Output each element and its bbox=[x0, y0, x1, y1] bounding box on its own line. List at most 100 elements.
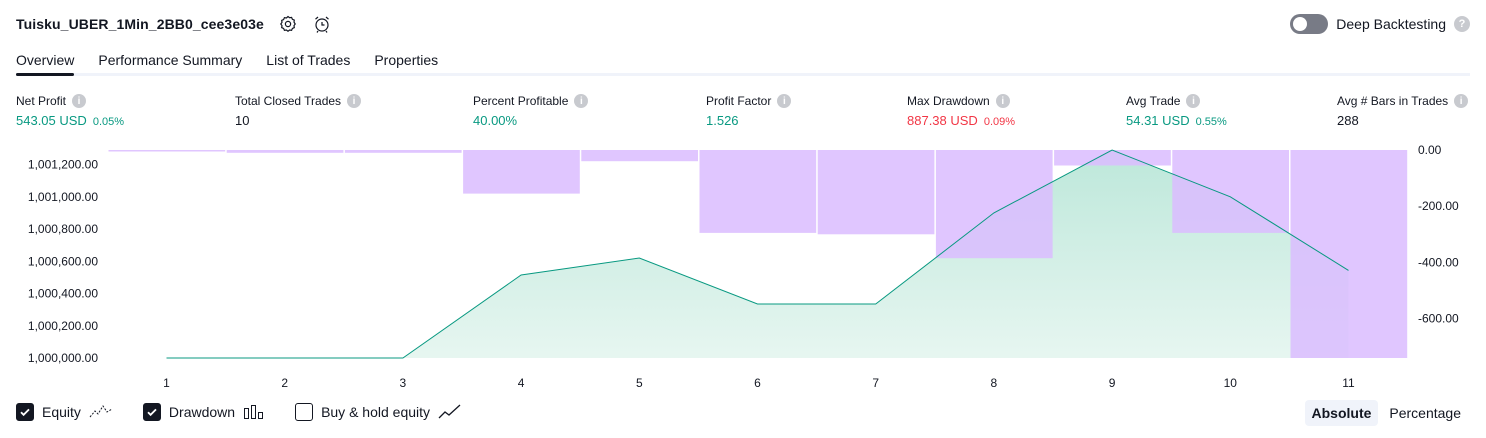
drawdown-bar bbox=[1172, 150, 1289, 233]
drawdown-bar bbox=[935, 150, 1053, 259]
drawdown-checkbox[interactable] bbox=[142, 403, 161, 421]
legend-drawdown-label: Drawdown bbox=[168, 404, 236, 420]
metric-value: 887.38 USD bbox=[907, 113, 978, 128]
metric-avg-bars: Avg # Bars in Trades i 288 bbox=[1337, 93, 1469, 131]
metric-value: 543.05 USD bbox=[16, 113, 87, 128]
bar-chart-icon bbox=[244, 405, 264, 419]
drawdown-bar bbox=[463, 150, 580, 194]
metric-label: Profit Factor bbox=[706, 94, 772, 108]
metric-percent-profitable: Percent Profitable i 40.00% bbox=[473, 93, 589, 131]
right-axis-tick: 0.00 bbox=[1418, 143, 1442, 157]
metric-max-drawdown: Max Drawdown i 887.38 USD 0.09% bbox=[907, 93, 1015, 131]
drawdown-bar bbox=[581, 150, 698, 162]
metric-percent: 0.55% bbox=[1195, 116, 1227, 128]
info-icon[interactable]: i bbox=[72, 94, 87, 108]
info-icon[interactable]: i bbox=[995, 94, 1010, 108]
metric-label: Percent Profitable bbox=[473, 94, 569, 108]
legend-buy-hold[interactable]: Buy & hold equity bbox=[295, 403, 462, 421]
tab-overview[interactable]: Overview bbox=[16, 44, 75, 76]
x-axis-tick: 9 bbox=[1109, 376, 1116, 390]
tab-list-of-trades[interactable]: List of Trades bbox=[266, 51, 351, 68]
drawdown-bar bbox=[1054, 150, 1171, 166]
metric-label: Total Closed Trades bbox=[235, 94, 342, 108]
metric-percent: 0.09% bbox=[983, 116, 1016, 128]
metric-value: 54.31 USD bbox=[1126, 113, 1190, 128]
drawdown-bar bbox=[817, 150, 935, 235]
metric-value: 10 bbox=[235, 113, 250, 128]
info-icon[interactable]: i bbox=[347, 94, 362, 108]
x-axis-tick: 1 bbox=[163, 376, 170, 390]
legend-equity[interactable]: Equity bbox=[16, 403, 113, 421]
tab-properties[interactable]: Properties bbox=[374, 51, 439, 68]
x-axis-tick: 7 bbox=[872, 376, 879, 390]
metric-value: 1.526 bbox=[706, 113, 739, 128]
metric-total-closed-trades: Total Closed Trades i 10 bbox=[235, 93, 362, 131]
right-axis-tick: -400.00 bbox=[1418, 255, 1459, 269]
metric-avg-trade: Avg Trade i 54.31 USD 0.55% bbox=[1126, 93, 1227, 131]
info-icon[interactable]: i bbox=[1454, 94, 1469, 108]
metric-value: 288 bbox=[1337, 113, 1359, 128]
left-axis-tick: 1,000,800.00 bbox=[28, 222, 98, 236]
drawdown-bar bbox=[226, 150, 344, 153]
metric-label: Avg # Bars in Trades bbox=[1337, 94, 1449, 108]
info-icon[interactable]: i bbox=[574, 94, 589, 108]
metric-label: Net Profit bbox=[16, 94, 67, 108]
x-axis-tick: 6 bbox=[754, 376, 761, 390]
left-axis-tick: 1,000,600.00 bbox=[28, 254, 98, 268]
help-icon[interactable]: ? bbox=[1454, 16, 1470, 32]
x-axis: 1 2 3 4 5 6 7 8 9 10 11 bbox=[163, 376, 1355, 390]
x-axis-tick: 5 bbox=[636, 376, 643, 390]
deep-backtesting-label: Deep Backtesting bbox=[1336, 16, 1446, 32]
strategy-header: Tuisku_UBER_1Min_2BB0_cee3e03e bbox=[16, 10, 332, 38]
drawdown-bar bbox=[699, 150, 817, 233]
left-axis-tick: 1,001,200.00 bbox=[28, 158, 98, 172]
equity-line-group bbox=[166, 149, 1349, 359]
equity-checkbox[interactable] bbox=[16, 403, 34, 421]
equity-line bbox=[166, 149, 1349, 359]
absolute-button[interactable]: Absolute bbox=[1304, 400, 1379, 426]
drawdown-bars-group bbox=[108, 150, 1408, 358]
metric-net-profit: Net Profit i 543.05 USD 0.05% bbox=[16, 93, 124, 131]
chart-legend: Equity Drawdown Buy & hold equity bbox=[16, 403, 462, 421]
buy-hold-checkbox[interactable] bbox=[295, 403, 314, 421]
x-axis-tick: 11 bbox=[1342, 376, 1355, 390]
drawdown-bar bbox=[344, 150, 462, 153]
left-axis-tick: 1,000,000.00 bbox=[28, 351, 98, 365]
x-axis-tick: 4 bbox=[518, 376, 525, 390]
legend-drawdown[interactable]: Drawdown bbox=[142, 403, 265, 421]
drawdown-bar bbox=[108, 150, 226, 152]
metric-label: Max Drawdown bbox=[907, 94, 990, 108]
equity-area bbox=[166, 150, 1349, 358]
x-axis-tick: 8 bbox=[991, 376, 998, 390]
equity-area-group bbox=[166, 150, 1349, 358]
percentage-button[interactable]: Percentage bbox=[1389, 405, 1461, 421]
metric-percent: 0.05% bbox=[92, 116, 125, 128]
left-axis: 1,001,200.00 1,001,000.00 1,000,800.00 1,00… bbox=[28, 158, 98, 366]
deep-backtesting-toggle[interactable] bbox=[1290, 14, 1329, 34]
right-axis-tick: -200.00 bbox=[1418, 199, 1459, 213]
deep-backtesting: Deep Backtesting ? bbox=[1290, 12, 1470, 36]
gear-icon[interactable] bbox=[278, 14, 298, 34]
equity-line-icon bbox=[89, 405, 113, 418]
drawdown-bar bbox=[1290, 150, 1408, 358]
alarm-clock-plus-icon[interactable] bbox=[312, 14, 332, 34]
info-icon[interactable]: i bbox=[777, 94, 792, 108]
x-axis-tick: 10 bbox=[1224, 376, 1238, 390]
right-axis: 0.00 -200.00 -400.00 -600.00 bbox=[1418, 143, 1459, 326]
metric-value: 40.00% bbox=[473, 113, 518, 128]
legend-equity-label: Equity bbox=[42, 404, 81, 420]
strategy-title: Tuisku_UBER_1Min_2BB0_cee3e03e bbox=[16, 16, 264, 32]
tab-performance-summary[interactable]: Performance Summary bbox=[98, 51, 243, 68]
metric-profit-factor: Profit Factor i 1.526 bbox=[706, 93, 792, 131]
legend-buy-hold-label: Buy & hold equity bbox=[321, 404, 431, 420]
info-icon[interactable]: i bbox=[1186, 94, 1201, 108]
trend-line-icon bbox=[438, 404, 461, 419]
x-axis-tick: 3 bbox=[400, 376, 407, 390]
left-axis-tick: 1,000,200.00 bbox=[28, 319, 98, 333]
x-axis-tick: 2 bbox=[281, 376, 288, 390]
left-axis-tick: 1,001,000.00 bbox=[28, 190, 98, 204]
left-axis-tick: 1,000,400.00 bbox=[28, 287, 98, 301]
equity-drawdown-chart[interactable]: 1,001,200.00 1,001,000.00 1,000,800.00 1,00… bbox=[0, 140, 1486, 398]
display-mode-switch: Absolute Percentage bbox=[1304, 400, 1469, 426]
toggle-knob bbox=[1293, 17, 1308, 31]
